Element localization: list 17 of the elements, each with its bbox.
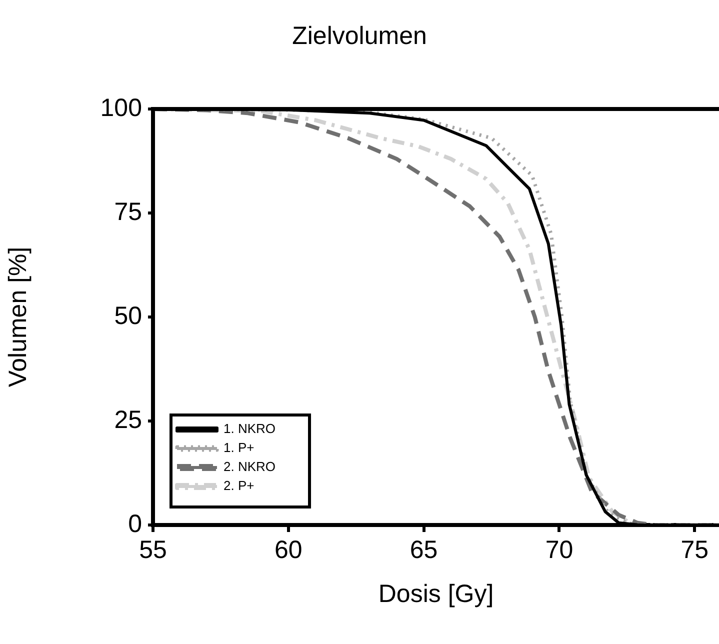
y-tick-label: 25 (114, 406, 142, 434)
legend-label: 1. NKRO (224, 421, 276, 436)
y-tick-label: 75 (114, 198, 142, 226)
x-tick-label: 65 (410, 536, 438, 564)
x-tick-label: 75 (680, 536, 709, 564)
y-tick-label: 50 (114, 302, 142, 330)
y-tick-label: 0 (128, 510, 142, 538)
x-axis-title: Dosis [Gy] (378, 580, 494, 608)
chart-title: Zielvolumen (292, 22, 427, 50)
y-tick-label: 100 (100, 94, 142, 122)
x-tick-label: 70 (545, 536, 574, 564)
legend-label: 1. P+ (224, 440, 254, 456)
y-axis-title: Volumen [%] (4, 246, 32, 388)
x-tick-label: 55 (139, 536, 167, 564)
x-tick-label: 60 (274, 536, 302, 564)
legend-label: 2. NKRO (224, 459, 276, 474)
legend-label: 2. P+ (224, 478, 254, 494)
